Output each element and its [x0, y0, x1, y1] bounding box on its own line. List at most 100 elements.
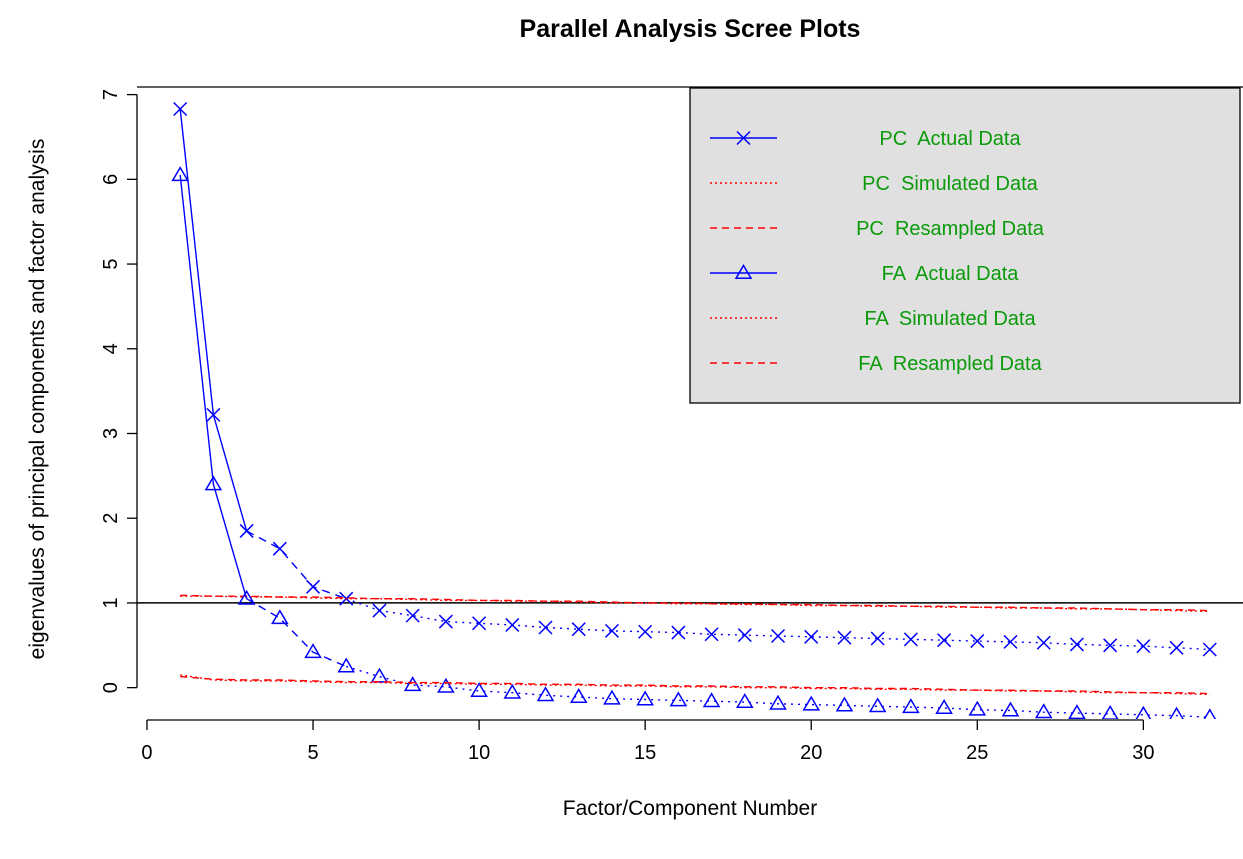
data-point-fa-actual-data-19	[769, 694, 787, 710]
data-point-pc-actual-data-14	[604, 623, 619, 638]
data-point-fa-actual-data-6	[337, 657, 356, 673]
data-point-pc-actual-data-31	[1169, 640, 1184, 655]
y-tick-label-0: 0	[100, 682, 122, 693]
legend-label-pc-actual-data: PC Actual Data	[879, 128, 1021, 150]
data-point-fa-actual-data-30	[1135, 705, 1152, 719]
legend-marker-fa-actual-data	[734, 264, 753, 279]
data-point-fa-actual-data-2	[204, 475, 223, 491]
data-point-pc-actual-data-10	[472, 616, 487, 631]
data-point-pc-actual-data-26	[1003, 634, 1018, 649]
data-point-fa-actual-data-13	[569, 687, 588, 703]
data-point-pc-actual-data-12	[538, 620, 553, 635]
series-line-pc-resampled-data	[180, 594, 1210, 612]
y-tick-label-7: 7	[100, 89, 122, 100]
legend-label-pc-resampled-data: PC Resampled Data	[856, 218, 1045, 240]
x-tick-label-0: 0	[141, 742, 152, 764]
series-line-pc-simulated-data	[180, 595, 1210, 613]
legend-label-fa-actual-data: FA Actual Data	[882, 263, 1020, 285]
data-point-pc-actual-data-19	[770, 628, 786, 644]
data-point-fa-actual-data-5	[304, 643, 322, 659]
data-point-fa-actual-data-16	[669, 691, 688, 707]
data-point-pc-actual-data-22	[870, 631, 885, 646]
data-point-pc-actual-data-13	[571, 622, 586, 637]
series-line-dashed-pc-actual-data	[246, 530, 347, 600]
data-point-pc-actual-data-8	[405, 608, 420, 623]
data-point-pc-actual-data-29	[1103, 638, 1118, 653]
series-line-dotted-fa-actual-data	[345, 665, 1210, 718]
data-point-fa-actual-data-17	[702, 692, 721, 708]
data-point-fa-actual-data-18	[735, 693, 754, 709]
data-point-fa-actual-data-24	[935, 699, 953, 714]
data-point-fa-actual-data-22	[868, 697, 887, 713]
data-point-pc-actual-data-7	[372, 603, 387, 618]
data-point-fa-actual-data-11	[503, 683, 522, 699]
data-point-fa-actual-data-3	[237, 589, 256, 605]
data-point-pc-actual-data-21	[837, 630, 852, 645]
data-point-pc-actual-data-16	[671, 625, 686, 640]
data-point-fa-actual-data-12	[536, 686, 555, 702]
data-point-fa-actual-data-14	[603, 689, 621, 705]
x-tick-label-5: 5	[307, 742, 318, 764]
legend-label-pc-simulated-data: PC Simulated Data	[862, 173, 1039, 195]
data-point-fa-actual-data-23	[902, 698, 920, 714]
data-point-fa-actual-data-25	[968, 700, 987, 716]
y-tick-label-3: 3	[100, 428, 122, 439]
x-axis-label: Factor/Component Number	[563, 797, 817, 820]
data-point-pc-actual-data-9	[438, 614, 453, 629]
chart-title: Parallel Analysis Scree Plots	[520, 15, 861, 43]
data-point-pc-actual-data-2	[206, 407, 221, 422]
x-tick-label-30: 30	[1132, 742, 1154, 764]
data-point-pc-actual-data-23	[903, 632, 918, 647]
data-point-pc-actual-data-5	[305, 579, 321, 594]
data-point-pc-actual-data-11	[505, 617, 520, 632]
y-tick-label-2: 2	[100, 513, 122, 524]
y-tick-label-4: 4	[100, 343, 122, 354]
data-point-pc-actual-data-20	[804, 629, 819, 644]
series-line-fa-simulated-data	[180, 674, 1210, 696]
legend-label-fa-simulated-data: FA Simulated Data	[864, 308, 1036, 330]
data-point-pc-actual-data-18	[737, 628, 752, 643]
series-line-dashed-fa-actual-data	[246, 598, 347, 668]
data-point-fa-actual-data-21	[835, 696, 854, 712]
plot-clipped-group	[137, 101, 1243, 719]
data-point-pc-actual-data-15	[638, 624, 653, 639]
data-point-pc-actual-data-17	[704, 627, 719, 642]
x-tick-label-25: 25	[966, 742, 988, 764]
data-point-pc-actual-data-24	[937, 633, 952, 648]
y-tick-label-6: 6	[100, 174, 122, 185]
series-line-fa-resampled-data	[180, 675, 1210, 695]
data-point-fa-actual-data-9	[437, 677, 455, 693]
legend-marker-pc-actual-data	[736, 130, 751, 146]
data-point-pc-actual-data-32	[1202, 642, 1217, 657]
data-point-fa-actual-data-28	[1068, 704, 1086, 719]
data-point-fa-actual-data-7	[370, 667, 389, 683]
data-point-fa-actual-data-15	[636, 690, 654, 706]
data-point-fa-actual-data-31	[1169, 706, 1184, 719]
x-tick-label-20: 20	[800, 742, 822, 764]
series-line-solid-fa-actual-data	[179, 175, 248, 599]
data-point-fa-actual-data-20	[802, 695, 821, 711]
legend: PC Actual Data PC Simulated Data PC Resamp…	[689, 87, 1241, 404]
data-point-pc-actual-data-4	[272, 541, 287, 556]
plot-area	[137, 101, 1243, 719]
x-tick-label-15: 15	[634, 742, 656, 764]
data-point-pc-actual-data-25	[970, 634, 985, 649]
data-point-fa-actual-data-1	[171, 166, 189, 182]
data-point-fa-actual-data-32	[1203, 708, 1217, 719]
legend-label-fa-resampled-data: FA Resampled Data	[858, 353, 1042, 375]
y-tick-label-1: 1	[100, 597, 122, 608]
data-point-fa-actual-data-10	[470, 682, 488, 698]
data-point-fa-actual-data-27	[1034, 703, 1053, 719]
axes: 0 1 2 3 4 5 6 7 0 5 10 15 20 25 30	[100, 86, 1243, 764]
data-point-pc-actual-data-28	[1069, 637, 1084, 652]
data-point-pc-actual-data-27	[1036, 635, 1051, 650]
y-axis-label: eigenvalues of principal components and …	[26, 139, 49, 660]
data-point-fa-actual-data-4	[271, 609, 289, 625]
data-point-pc-actual-data-30	[1136, 639, 1151, 654]
series-line-solid-pc-actual-data	[179, 108, 248, 532]
data-point-pc-actual-data-1	[173, 101, 188, 117]
data-point-fa-actual-data-29	[1101, 704, 1119, 719]
x-tick-label-10: 10	[468, 742, 490, 764]
y-tick-label-5: 5	[100, 258, 122, 269]
